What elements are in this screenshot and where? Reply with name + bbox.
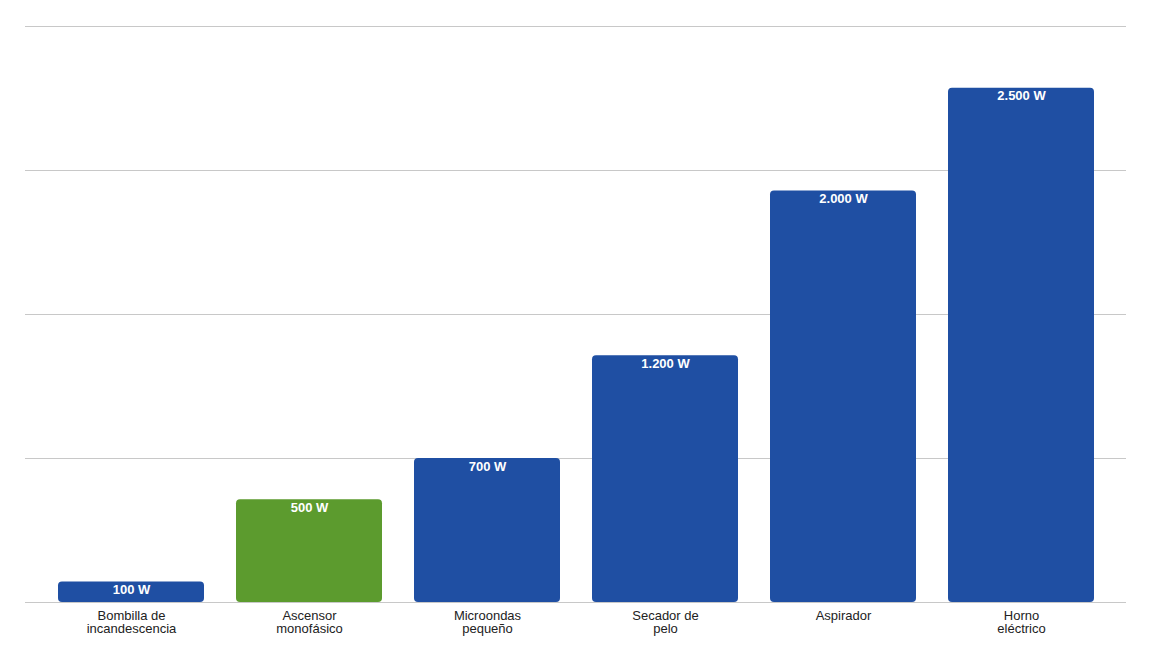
svg-text:1.200 W: 1.200 W	[641, 356, 690, 371]
svg-text:Microondaspequeño: Microondaspequeño	[454, 608, 522, 636]
svg-text:100 W: 100 W	[113, 582, 151, 597]
svg-text:700 W: 700 W	[469, 459, 507, 474]
svg-text:Ascensormonofásico: Ascensormonofásico	[276, 608, 342, 636]
svg-text:Hornoeléctrico: Hornoeléctrico	[997, 608, 1045, 636]
svg-text:500 W: 500 W	[291, 500, 329, 515]
svg-text:2.500 W: 2.500 W	[997, 88, 1046, 103]
svg-text:Bombilla deincandescencia: Bombilla deincandescencia	[87, 608, 177, 636]
svg-text:2.000 W: 2.000 W	[819, 191, 868, 206]
svg-text:Aspirador: Aspirador	[816, 608, 872, 623]
svg-text:Secador depelo: Secador depelo	[632, 608, 699, 636]
